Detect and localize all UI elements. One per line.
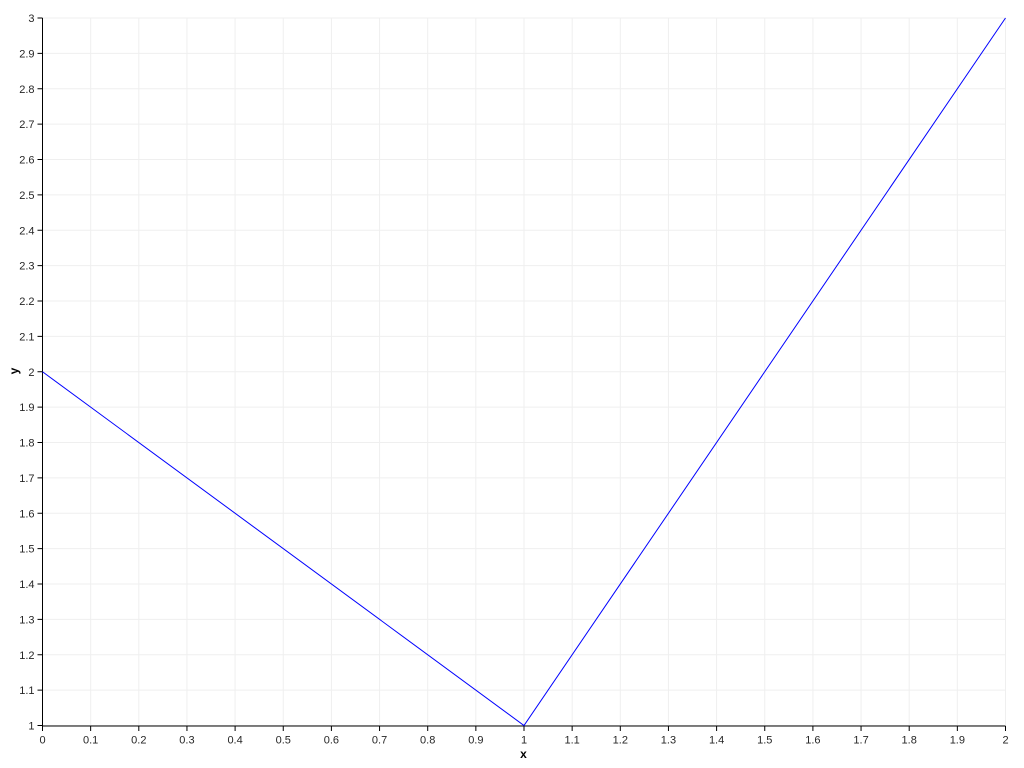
y-tick-label: 1.5: [19, 544, 34, 556]
y-tick-label: 1.2: [19, 650, 34, 662]
y-tick-label: 1.1: [19, 685, 34, 697]
y-tick-label: 1.7: [19, 473, 34, 485]
y-tick-label: 2.6: [19, 155, 34, 167]
x-tick-label: 1.1: [565, 735, 580, 747]
x-tick-label: 1.3: [661, 735, 676, 747]
x-tick-label: 1.7: [853, 735, 868, 747]
y-axis-label: y: [7, 367, 21, 374]
y-tick-label: 1.8: [19, 438, 34, 450]
x-tick-label: 0.7: [372, 735, 387, 747]
series-lines: [42, 17, 1006, 727]
x-tick-label: 1.9: [950, 735, 965, 747]
x-tick-label: 0.3: [179, 735, 194, 747]
x-tick-label: 1.5: [757, 735, 772, 747]
y-tick-label: 2.4: [19, 225, 34, 237]
x-tick-label: 0: [39, 735, 45, 747]
y-tick-label: 2.7: [19, 119, 34, 131]
axes: [37, 17, 1006, 731]
y-tick-label: 1.9: [19, 402, 34, 414]
grid: [42, 17, 1006, 726]
x-tick-label: 0.8: [420, 735, 435, 747]
x-tick-label: 1.8: [902, 735, 917, 747]
y-tick-label: 2: [28, 367, 34, 379]
y-tick-label: 1.6: [19, 508, 34, 520]
y-tick-label: 3: [28, 13, 34, 25]
y-tick-label: 2.2: [19, 296, 34, 308]
x-tick-label: 0.6: [324, 735, 339, 747]
x-tick-label: 0.9: [468, 735, 483, 747]
y-tick-label: 1.4: [19, 579, 34, 591]
y-tick-label: 2.3: [19, 261, 34, 273]
x-tick-label: 0.4: [227, 735, 242, 747]
y-tick-label: 1.3: [19, 614, 34, 626]
series-line: [42, 17, 1006, 727]
x-tick-label: 1.2: [613, 735, 628, 747]
x-axis-label: x: [520, 747, 527, 761]
x-tick-label: 1.4: [709, 735, 724, 747]
y-tick-label: 2.1: [19, 331, 34, 343]
y-tick-label: 1: [28, 721, 34, 733]
x-tick-label: 1.6: [805, 735, 820, 747]
x-tick-label: 2: [1002, 735, 1008, 747]
y-tick-label: 2.5: [19, 190, 34, 202]
y-tick-label: 2.9: [19, 48, 34, 60]
x-tick-label: 0.2: [131, 735, 146, 747]
x-tick-label: 0.1: [83, 735, 98, 747]
x-tick-label: 0.5: [276, 735, 291, 747]
x-tick-label: 1: [521, 735, 527, 747]
tick-labels: 0 0.1 0.2 0.3 0.4 0.5 0.6 0.7 0.8 0.9 1 1.1 1.2 1.3 1.…: [19, 13, 1008, 747]
y-tick-label: 2.8: [19, 84, 34, 96]
